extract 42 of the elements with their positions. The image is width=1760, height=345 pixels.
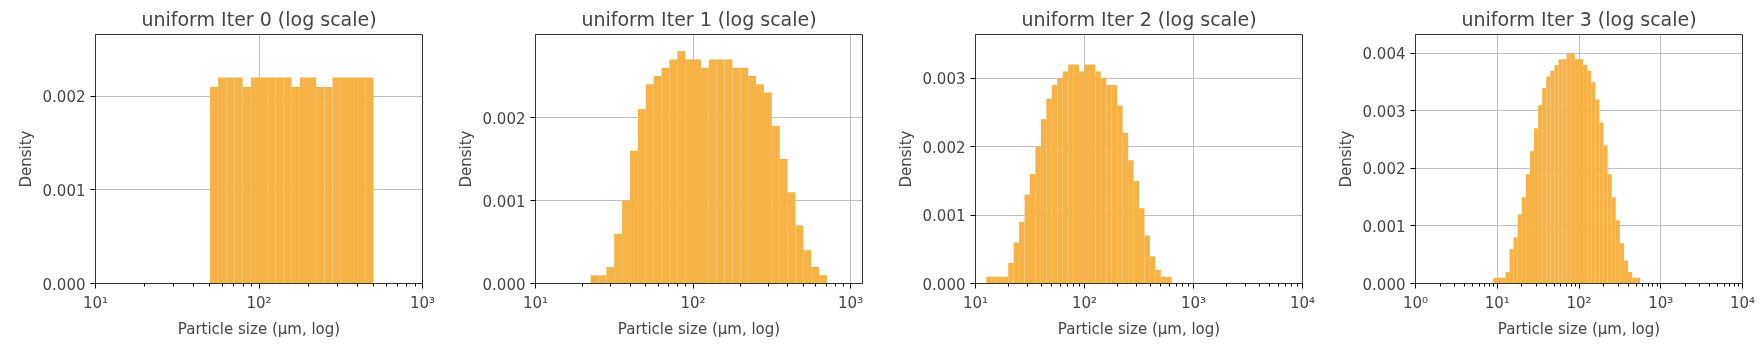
y-tick-label: 0.000 bbox=[1362, 275, 1406, 294]
x-tick-label: 10¹ bbox=[962, 293, 989, 312]
y-axis-title: Density bbox=[896, 130, 915, 188]
y-tick-label: 0.004 bbox=[1362, 45, 1406, 64]
y-tick-label: 0.000 bbox=[482, 275, 526, 294]
chart-title: uniform Iter 3 (log scale) bbox=[1461, 7, 1697, 30]
x-tick-label: 10³ bbox=[1648, 293, 1674, 312]
y-tick-label: 0.001 bbox=[1362, 217, 1406, 236]
y-tick-label: 0.003 bbox=[922, 70, 966, 89]
x-tick-label: 10² bbox=[1566, 293, 1592, 312]
x-tick-label: 10¹ bbox=[82, 293, 109, 312]
y-tick-label: 0.001 bbox=[922, 207, 966, 226]
y-tick-label: 0.000 bbox=[922, 275, 966, 294]
x-tick-label: 10⁰ bbox=[1402, 293, 1429, 312]
x-tick-label: 10³ bbox=[409, 293, 436, 312]
x-tick-label: 10¹ bbox=[522, 293, 549, 312]
y-axis-title: Density bbox=[1336, 130, 1355, 188]
y-tick-label: 0.002 bbox=[922, 138, 966, 157]
x-axis-title: Particle size (µm, log) bbox=[617, 319, 781, 338]
x-tick-label: 10⁴ bbox=[1289, 293, 1316, 312]
x-tick-label: 10² bbox=[1071, 293, 1098, 312]
y-tick-label: 0.000 bbox=[42, 275, 86, 294]
y-tick-label: 0.001 bbox=[42, 181, 86, 200]
y-axis-title: Density bbox=[16, 130, 35, 188]
chart-title: uniform Iter 2 (log scale) bbox=[1021, 7, 1257, 30]
x-tick-label: 10¹ bbox=[1484, 293, 1510, 312]
y-tick-label: 0.001 bbox=[482, 192, 526, 211]
x-axis-title: Particle size (µm, log) bbox=[1497, 319, 1661, 338]
chart-title: uniform Iter 1 (log scale) bbox=[581, 7, 817, 30]
y-tick-label: 0.002 bbox=[1362, 160, 1406, 179]
y-tick-label: 0.002 bbox=[482, 109, 526, 128]
chart-title: uniform Iter 0 (log scale) bbox=[141, 7, 377, 30]
x-tick-label: 10² bbox=[246, 293, 272, 312]
y-tick-label: 0.002 bbox=[42, 88, 86, 107]
x-tick-label: 10⁴ bbox=[1729, 293, 1756, 312]
y-tick-label: 0.003 bbox=[1362, 102, 1406, 121]
x-tick-label: 10³ bbox=[838, 293, 864, 312]
x-axis-title: Particle size (µm, log) bbox=[1057, 319, 1221, 338]
x-axis-title: Particle size (µm, log) bbox=[177, 319, 341, 338]
y-axis-title: Density bbox=[456, 130, 475, 188]
x-tick-label: 10³ bbox=[1180, 293, 1207, 312]
x-tick-label: 10² bbox=[680, 293, 706, 312]
